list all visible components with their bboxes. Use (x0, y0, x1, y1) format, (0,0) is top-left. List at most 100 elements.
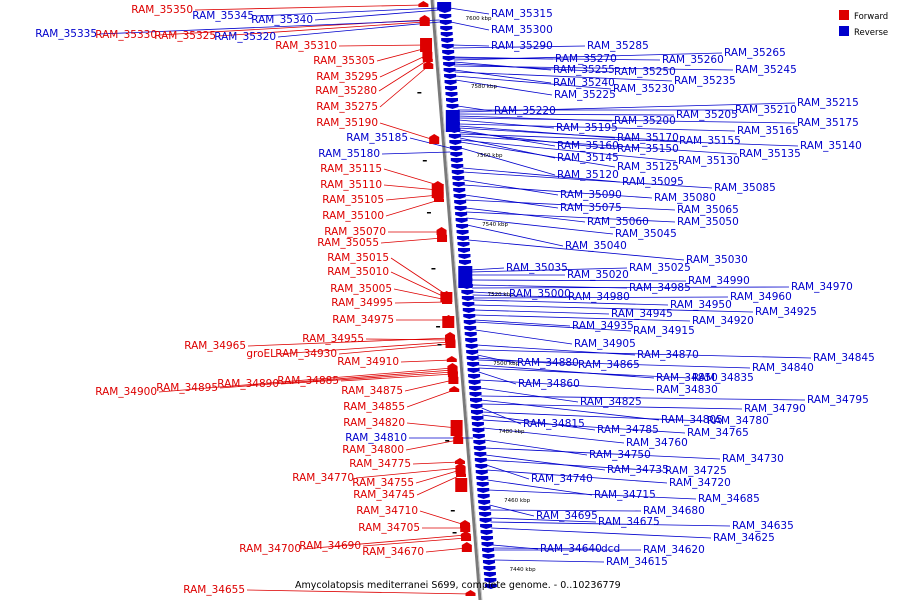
reverse-gene-label[interactable]: RAM_34945 (611, 308, 673, 320)
reverse-gene[interactable] (467, 362, 480, 367)
reverse-gene-label[interactable]: RAM_34845 (813, 352, 875, 364)
reverse-gene-label[interactable]: RAM_35215 (797, 97, 859, 109)
reverse-gene[interactable] (458, 248, 470, 253)
reverse-gene-label[interactable]: RAM_35065 (677, 204, 739, 216)
reverse-gene-label[interactable]: RAM_35155 (679, 135, 741, 147)
forward-gene-label[interactable]: RAM_34670 (362, 546, 424, 558)
reverse-gene-label[interactable]: RAM_35180 (318, 148, 380, 160)
forward-gene[interactable] (445, 338, 456, 348)
reverse-gene[interactable] (446, 104, 459, 109)
forward-gene-block[interactable] (455, 478, 468, 492)
reverse-gene[interactable] (483, 572, 496, 577)
forward-gene-label[interactable]: groEL (246, 348, 276, 360)
forward-gene-label[interactable]: RAM_35105 (322, 194, 384, 206)
forward-gene-block[interactable] (442, 316, 455, 328)
reverse-gene-label[interactable]: RAM_35340 (251, 14, 313, 26)
reverse-gene[interactable] (461, 290, 474, 295)
reverse-gene-label[interactable]: RAM_34735 (607, 464, 669, 476)
reverse-gene[interactable] (457, 242, 470, 247)
reverse-gene[interactable] (439, 14, 452, 19)
forward-gene-label[interactable]: RAM_34820 (343, 417, 405, 429)
reverse-gene[interactable] (465, 338, 478, 343)
reverse-gene[interactable] (451, 164, 464, 169)
forward-gene-label[interactable]: RAM_35325 (154, 30, 216, 42)
forward-gene-label[interactable]: RAM_34930 (275, 348, 337, 360)
reverse-gene[interactable] (453, 188, 466, 193)
reverse-gene-label[interactable]: RAM_34980 (568, 291, 630, 303)
forward-gene[interactable] (453, 434, 464, 444)
reverse-gene-label[interactable]: RAM_34675 (598, 516, 660, 528)
forward-gene[interactable] (461, 533, 472, 541)
reverse-gene-block[interactable] (458, 266, 473, 288)
reverse-gene[interactable] (475, 464, 488, 469)
reverse-gene-label[interactable]: RAM_35250 (614, 66, 676, 78)
reverse-gene-label[interactable]: RAM_34920 (692, 315, 754, 327)
forward-gene-label[interactable]: RAM_34690 (299, 540, 361, 552)
forward-gene-label[interactable]: RAM_34955 (302, 333, 364, 345)
reverse-gene-label[interactable]: RAM_34685 (698, 493, 760, 505)
reverse-gene-label[interactable]: RAM_35145 (557, 152, 619, 164)
reverse-gene[interactable] (461, 296, 474, 301)
reverse-gene-label[interactable]: RAM_35030 (686, 254, 748, 266)
forward-gene-label[interactable]: RAM_34700 (239, 543, 301, 555)
reverse-gene-label[interactable]: RAM_34805 (661, 414, 723, 426)
reverse-gene-label[interactable]: RAM_35000 (509, 288, 571, 300)
forward-gene[interactable] (460, 522, 471, 532)
reverse-gene-label[interactable]: RAM_35175 (797, 117, 859, 129)
reverse-gene[interactable] (444, 80, 457, 85)
reverse-gene[interactable] (480, 524, 493, 529)
forward-gene[interactable] (436, 227, 447, 235)
reverse-gene-block[interactable] (437, 2, 452, 10)
forward-gene-label[interactable]: RAM_34755 (352, 477, 414, 489)
reverse-gene[interactable] (454, 206, 467, 211)
reverse-gene[interactable] (480, 530, 493, 535)
reverse-gene-label[interactable]: RAM_35020 (567, 269, 629, 281)
reverse-gene[interactable] (467, 368, 480, 373)
forward-gene[interactable] (449, 386, 460, 392)
reverse-gene[interactable] (455, 212, 468, 217)
reverse-gene-label[interactable]: RAM_34635 (732, 520, 794, 532)
reverse-gene[interactable] (463, 314, 476, 319)
forward-gene-label[interactable]: RAM_34885 (277, 375, 339, 387)
reverse-gene[interactable] (458, 254, 471, 259)
reverse-gene-label[interactable]: RAM_34725 (665, 465, 727, 477)
reverse-gene-label[interactable]: RAM_34790 (744, 403, 806, 415)
forward-gene-label[interactable]: RAM_34705 (358, 522, 420, 534)
reverse-gene[interactable] (484, 584, 497, 589)
forward-gene-label[interactable]: RAM_34710 (356, 505, 418, 517)
reverse-gene-label[interactable]: RAM_34640 (540, 543, 602, 555)
reverse-gene-label[interactable]: RAM_35205 (676, 109, 738, 121)
reverse-gene-label[interactable]: RAM_35265 (724, 47, 786, 59)
reverse-gene-label[interactable]: RAM_34860 (518, 378, 580, 390)
reverse-gene-label[interactable]: RAM_35165 (737, 125, 799, 137)
reverse-gene[interactable] (477, 494, 490, 499)
reverse-gene[interactable] (450, 158, 463, 163)
reverse-gene[interactable] (478, 506, 491, 511)
forward-gene-label[interactable]: RAM_35310 (275, 40, 337, 52)
forward-gene-label[interactable]: RAM_34910 (337, 356, 399, 368)
forward-gene-label[interactable]: RAM_34975 (332, 314, 394, 326)
forward-gene-label[interactable]: RAM_35330 (95, 29, 157, 41)
reverse-gene-label[interactable]: RAM_35225 (554, 89, 616, 101)
forward-gene-label[interactable]: RAM_35015 (327, 252, 389, 264)
forward-gene[interactable] (437, 232, 448, 242)
forward-gene-label[interactable]: RAM_35055 (317, 237, 379, 249)
reverse-gene-label[interactable]: RAM_35075 (560, 202, 622, 214)
reverse-gene[interactable] (471, 416, 484, 421)
reverse-gene-label[interactable]: RAM_34925 (755, 306, 817, 318)
reverse-gene-label[interactable]: RAM_35170 (617, 132, 679, 144)
reverse-gene-label[interactable]: RAM_34750 (589, 449, 651, 461)
reverse-gene-label[interactable]: RAM_34730 (722, 453, 784, 465)
reverse-gene[interactable] (439, 20, 452, 25)
reverse-gene[interactable] (483, 566, 496, 571)
reverse-gene[interactable] (442, 56, 455, 61)
forward-gene[interactable] (446, 356, 457, 362)
forward-gene-label[interactable]: RAM_34855 (343, 401, 405, 413)
reverse-gene-label[interactable]: RAM_34865 (578, 359, 640, 371)
reverse-gene[interactable] (478, 500, 491, 505)
reverse-gene[interactable] (443, 62, 456, 67)
reverse-gene-label[interactable]: RAM_35255 (553, 64, 615, 76)
reverse-gene-label[interactable]: RAM_34795 (807, 394, 869, 406)
reverse-gene-label[interactable]: RAM_34915 (633, 325, 695, 337)
forward-gene[interactable] (448, 374, 459, 384)
